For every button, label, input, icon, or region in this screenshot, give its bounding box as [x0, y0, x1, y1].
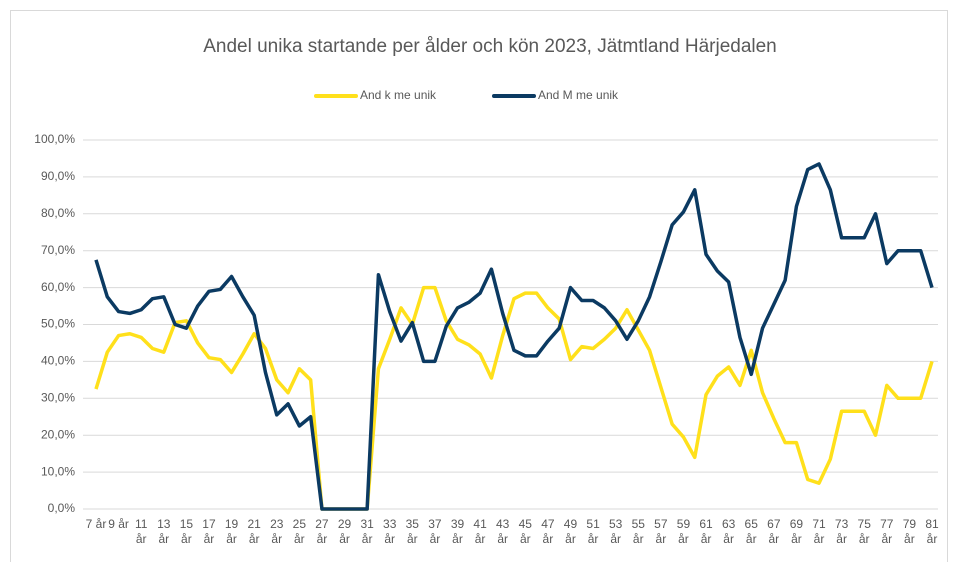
x-tick-label: 69 år [789, 517, 804, 546]
y-tick-label: 60,0% [41, 280, 75, 294]
x-tick-label: 41 år [473, 517, 487, 546]
y-tick-label: 70,0% [41, 243, 75, 257]
x-tick-label: 7 år [85, 517, 107, 531]
y-tick-label: 50,0% [41, 317, 75, 331]
x-tick-label: 63 år [721, 517, 736, 546]
y-tick-label: 80,0% [41, 206, 75, 220]
y-tick-label: 10,0% [41, 464, 75, 478]
x-tick-label: 75 år [857, 517, 871, 546]
y-tick-label: 30,0% [41, 390, 75, 404]
y-tick-label: 40,0% [41, 354, 75, 368]
x-tick-label: 19 år [224, 517, 239, 546]
legend-label: And M me unik [538, 88, 619, 102]
x-tick-label: 45 år [518, 517, 532, 546]
x-tick-label: 71 år [812, 517, 826, 546]
x-tick-label: 61 år [699, 517, 713, 546]
x-tick-label: 21 år [247, 517, 261, 546]
x-tick-label: 15 år [179, 517, 194, 546]
x-tick-label: 11 år [134, 517, 148, 546]
x-tick-label: 53 år [608, 517, 623, 546]
x-tick-label: 23 år [270, 517, 284, 546]
x-tick-label: 25 år [292, 517, 307, 546]
x-tick-label: 77 år [880, 517, 894, 546]
chart-frame [10, 10, 948, 562]
x-tick-label: 37 år [428, 517, 442, 546]
x-tick-label: 51 år [586, 517, 600, 546]
x-tick-label: 39 år [450, 517, 465, 546]
x-tick-label: 79 år [902, 517, 917, 546]
chart-title: Andel unika startande per ålder och kön … [203, 36, 777, 57]
x-tick-label: 55 år [631, 517, 645, 546]
x-tick-label: 47 år [541, 517, 555, 546]
data-line [94, 162, 934, 511]
x-tick-label: 17 år [202, 517, 216, 546]
x-tick-label: 29 år [337, 517, 352, 546]
x-tick-label: 49 år [563, 517, 578, 546]
x-tick-label: 67 år [767, 517, 781, 546]
x-tick-label: 81 år [925, 517, 939, 546]
x-tick-label: 31 år [360, 517, 374, 546]
x-tick-label: 13 år [157, 517, 171, 546]
x-tick-label: 43 år [496, 517, 510, 546]
x-tick-label: 73 år [834, 517, 849, 546]
data-line [94, 285, 934, 511]
x-tick-label: 65 år [744, 517, 758, 546]
y-tick-label: 20,0% [41, 427, 75, 441]
y-tick-label: 100,0% [34, 132, 75, 146]
x-tick-label: 57 år [654, 517, 668, 546]
x-tick-label: 27 år [315, 517, 329, 546]
x-tick-label: 9 år [108, 517, 129, 531]
y-tick-label: 90,0% [41, 169, 75, 183]
x-tick-label: 33 år [383, 517, 397, 546]
legend-label: And k me unik [360, 88, 437, 102]
y-tick-label: 0,0% [48, 501, 76, 515]
x-tick-label: 59 år [676, 517, 691, 546]
x-tick-label: 35 år [405, 517, 419, 546]
